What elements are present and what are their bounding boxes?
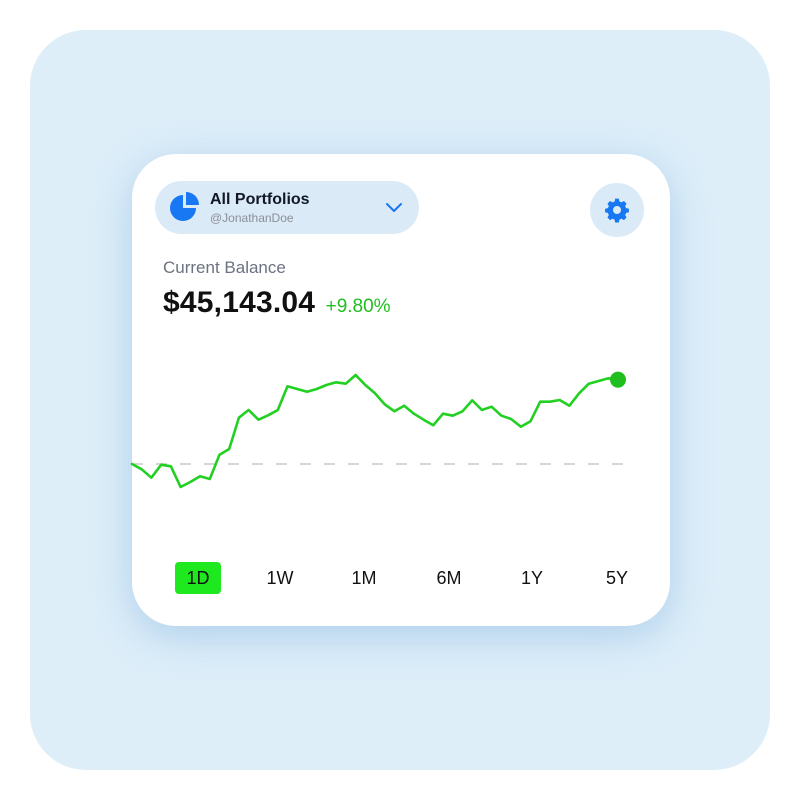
portfolio-card: All Portfolios @JonathanDoe Current Bala… — [130, 154, 670, 626]
gear-icon — [605, 198, 629, 223]
balance-series-line — [130, 373, 620, 489]
portfolio-title: All Portfolios — [210, 191, 310, 208]
balance-change: +9.80% — [325, 296, 391, 317]
settings-button[interactable] — [590, 183, 644, 237]
range-1m-button[interactable]: 1M — [351, 568, 377, 588]
current-value-dot — [610, 371, 626, 388]
range-6m-button[interactable]: 6M — [436, 568, 462, 588]
chevron-down-icon[interactable] — [385, 200, 403, 214]
balance-row: $45,143.04 +9.80% — [163, 286, 391, 320]
portfolio-username: @JonathanDoe — [210, 211, 294, 225]
range-1y-button[interactable]: 1Y — [520, 568, 544, 588]
balance-chart — [130, 371, 628, 489]
time-range-selector: 1D 1W 1M 6M 1Y 5Y — [132, 558, 670, 598]
portfolio-selector[interactable]: All Portfolios @JonathanDoe — [155, 181, 419, 234]
range-1w-button[interactable]: 1W — [266, 568, 294, 588]
range-5y-button[interactable]: 5Y — [605, 568, 629, 588]
pie-chart-icon — [170, 192, 199, 221]
balance-amount: $45,143.04 — [163, 286, 316, 319]
balance-label: Current Balance — [163, 258, 286, 277]
range-1d-button[interactable]: 1D — [175, 562, 221, 594]
